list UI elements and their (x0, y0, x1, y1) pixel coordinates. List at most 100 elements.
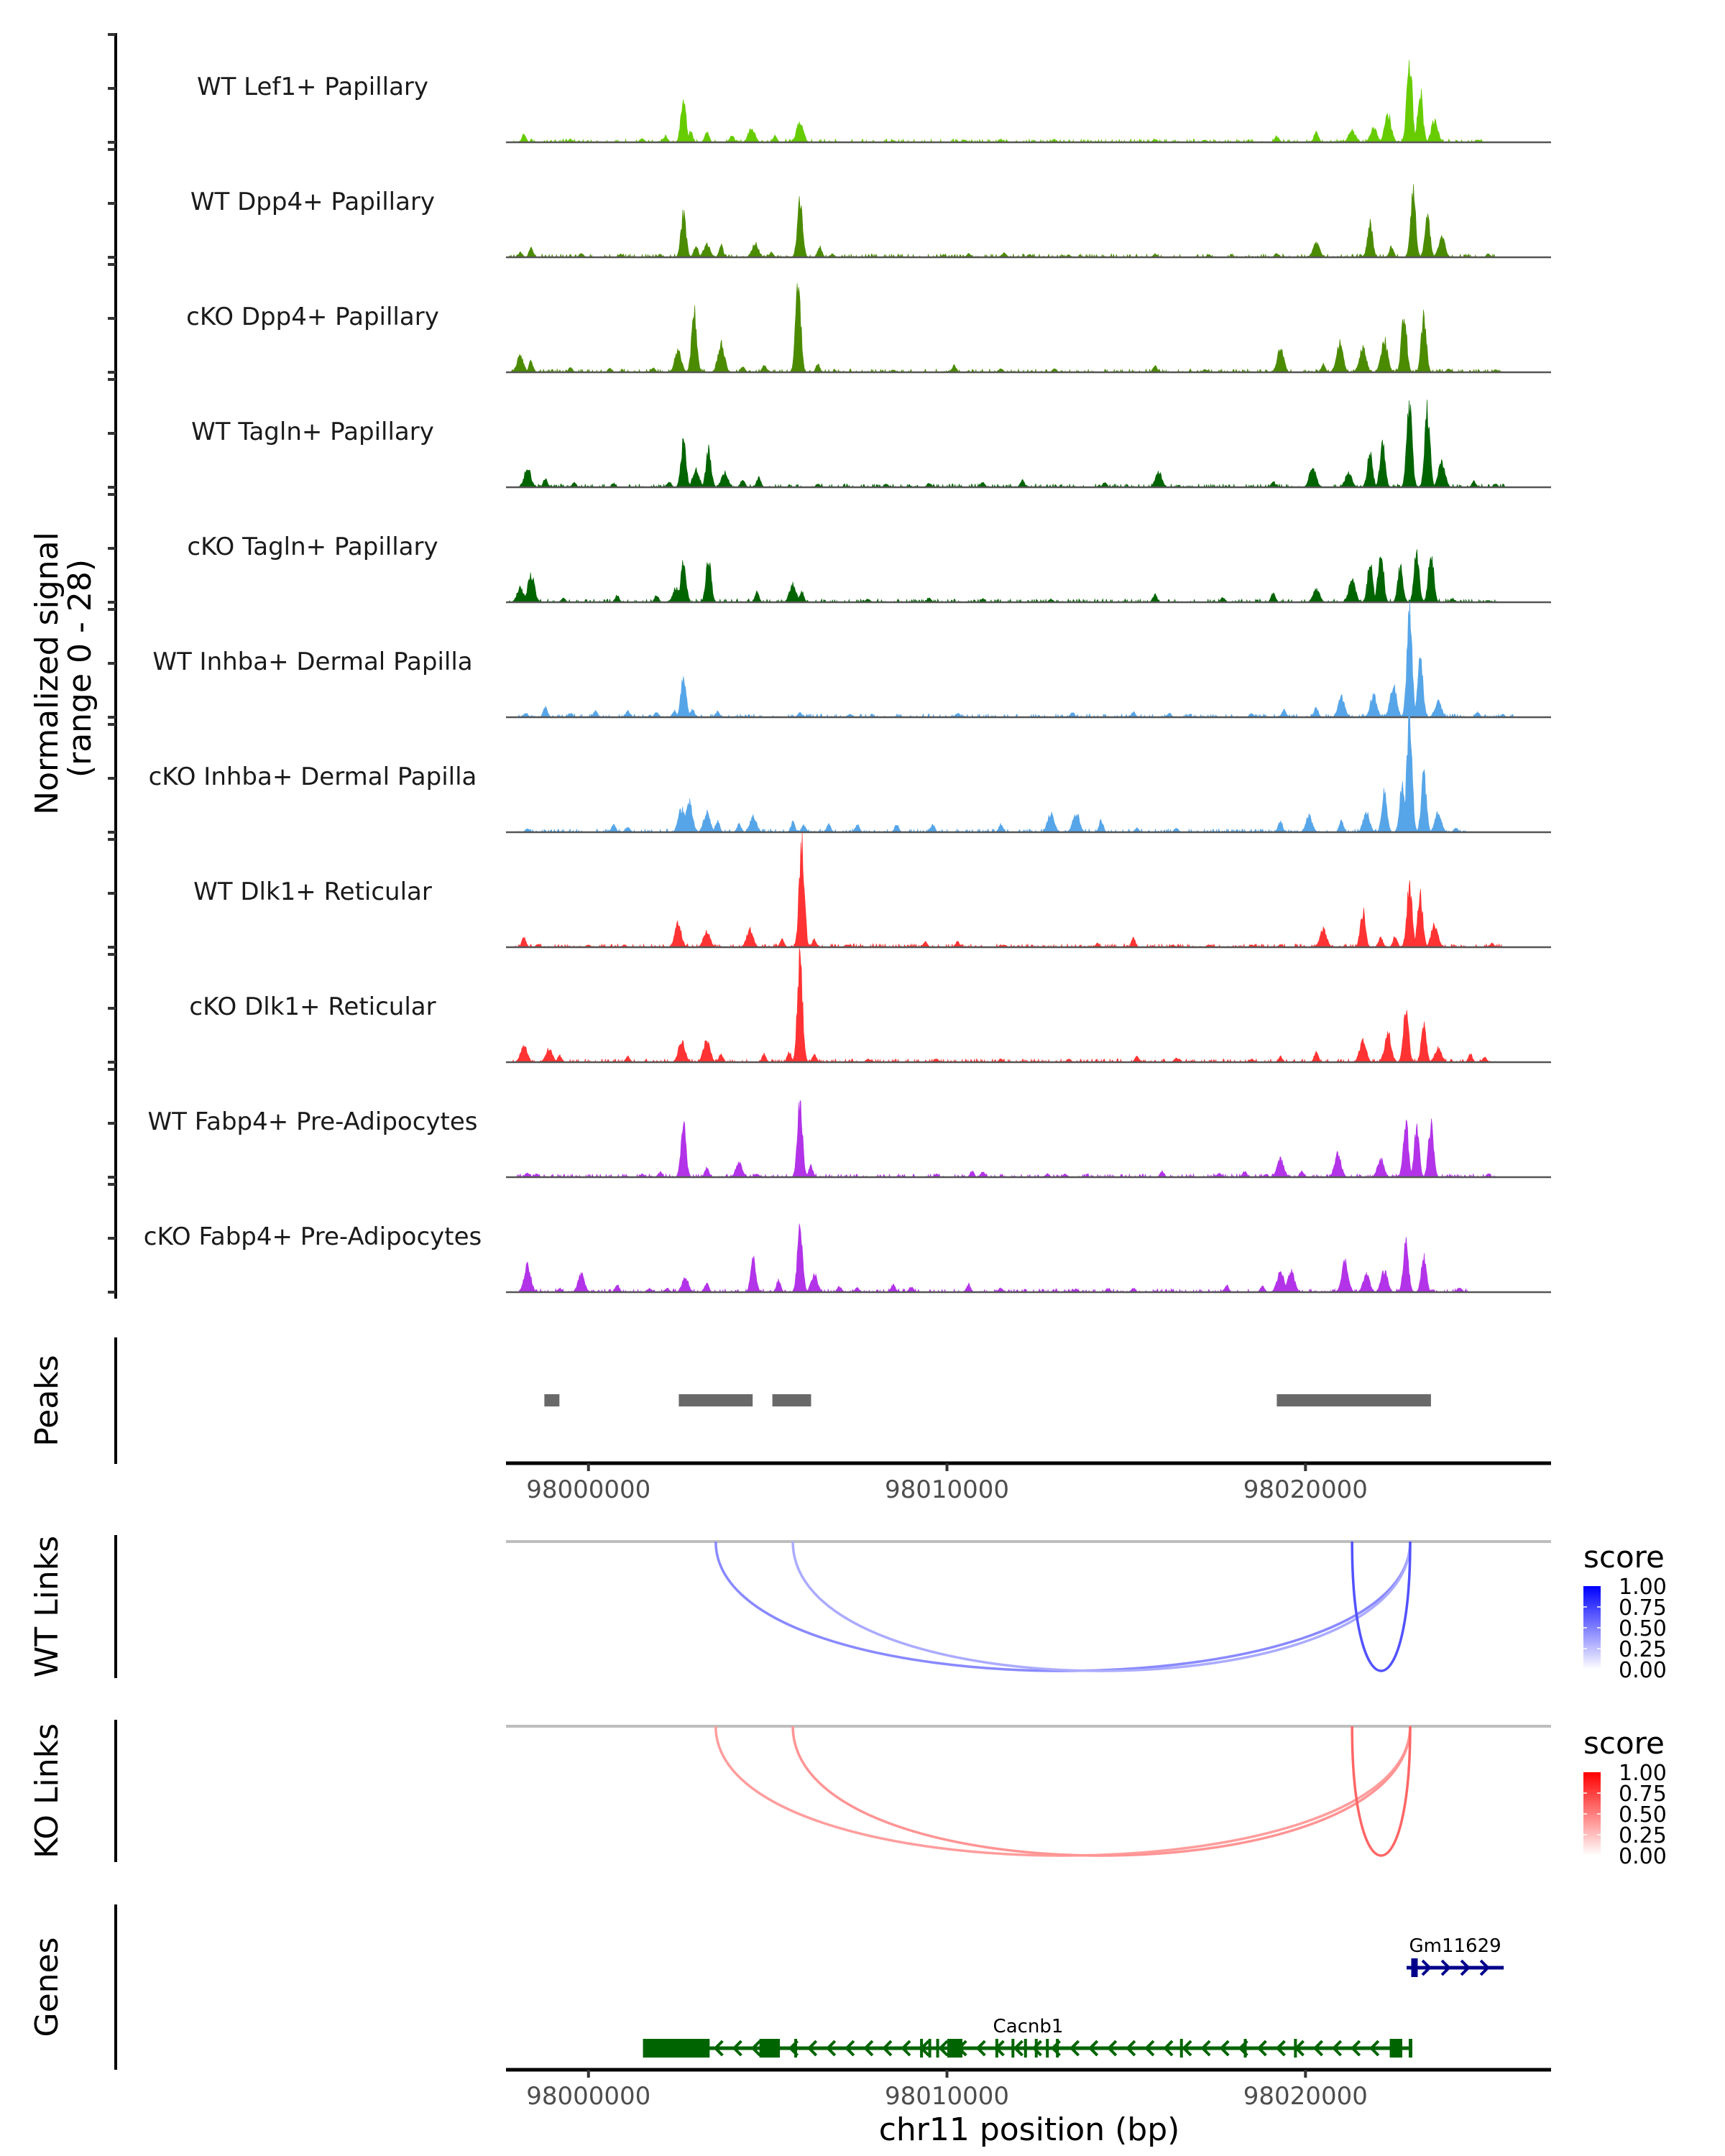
peaks-track: Peaks 98000000 98010000 98020000 (29, 1337, 1551, 1504)
exon (794, 2039, 798, 2058)
coverage-tracks: WT Lef1+ Papillary WT Dpp4+ Papillary cKO … (108, 33, 1551, 1299)
exon (1056, 2039, 1059, 2058)
strand-arrow (1126, 2040, 1136, 2057)
link-arc (1351, 1726, 1412, 1857)
strand-arrow (882, 2040, 893, 2057)
x-axis-tick-label: 98020000 (1243, 1475, 1368, 1504)
strand-arrow (1182, 2040, 1192, 2057)
legend-tick-label: 0.25 (1619, 1637, 1667, 1662)
peak-region (678, 1394, 753, 1406)
gene-label: Gm11629 (1409, 1935, 1501, 1957)
strand-arrow (1440, 1959, 1451, 1976)
track-label: WT Lef1+ Papillary (197, 73, 428, 101)
strand-arrow (1069, 2040, 1080, 2057)
exon (1024, 2039, 1027, 2058)
strand-arrow (1368, 2040, 1380, 2057)
track-label: WT Dlk1+ Reticular (193, 877, 432, 906)
gene-model: Cacnb1 (643, 2016, 1412, 2058)
legend-title: score (1583, 1726, 1665, 1761)
exon (1179, 2039, 1183, 2058)
strand-arrow (1256, 2040, 1267, 2057)
exon (1389, 2039, 1402, 2058)
exon (1243, 2039, 1247, 2058)
coverage-area (506, 282, 1551, 374)
coverage-area (506, 704, 1551, 834)
link-arc (1351, 1541, 1412, 1672)
gene-model: Gm11629 (1406, 1935, 1504, 1977)
exon (759, 2039, 781, 2058)
y-axis-title-line2: (range 0 - 28) (62, 559, 98, 778)
strand-arrow (806, 2040, 818, 2057)
strand-arrow (1350, 2040, 1361, 2057)
link-arc (791, 1541, 1412, 1672)
exon (920, 2039, 924, 2058)
exon (1011, 2039, 1015, 2058)
coverage-track: cKO Inhba+ Dermal Papilla (108, 704, 1551, 834)
strand-arrow (1312, 2040, 1324, 2057)
track-label: WT Inhba+ Dermal Papilla (152, 648, 472, 676)
strand-arrow (1144, 2040, 1155, 2057)
coverage-track: cKO Dlk1+ Reticular (108, 948, 1551, 1064)
coverage-track: cKO Tagln+ Papillary (108, 493, 1551, 604)
strand-arrow (1087, 2040, 1099, 2057)
exon (1294, 2039, 1297, 2058)
x-axis-title: chr11 position (bp) (879, 2111, 1180, 2148)
exon (1411, 1958, 1418, 1977)
coverage-track: cKO Dpp4+ Papillary (108, 263, 1551, 374)
coverage-track: WT Dlk1+ Reticular (108, 832, 1551, 949)
exon (995, 2039, 998, 2058)
exon (1034, 2039, 1038, 2058)
strand-arrow (1200, 2040, 1211, 2057)
legend-tick-label: 0.75 (1619, 1595, 1667, 1621)
link-arc (714, 1541, 1412, 1672)
coverage-area (506, 602, 1551, 719)
coverage-area (506, 1100, 1551, 1179)
coverage-area (506, 948, 1551, 1064)
coverage-area (506, 60, 1551, 144)
coverage-area (506, 400, 1551, 489)
legend-tick-label: 1.00 (1619, 1575, 1667, 1600)
legend-tick-label: 0.75 (1619, 1782, 1667, 1807)
exon (936, 2039, 939, 2058)
coverage-track: WT Fabp4+ Pre-Adipocytes (108, 1068, 1551, 1179)
strand-arrow (750, 2040, 761, 2057)
legend-tick-label: 0.00 (1619, 1844, 1667, 1869)
strand-arrow (713, 2040, 724, 2057)
track-label: WT Tagln+ Papillary (191, 418, 434, 446)
exon (1046, 2039, 1049, 2058)
coverage-area (506, 549, 1551, 604)
track-label: cKO Fabp4+ Pre-Adipocytes (144, 1222, 482, 1251)
strand-arrow (938, 2040, 949, 2057)
strand-arrow (863, 2040, 874, 2057)
track-label: cKO Dlk1+ Reticular (189, 992, 436, 1021)
coverage-track: WT Lef1+ Papillary (108, 33, 1551, 144)
genes-track: Genes Cacnb1 Gm11629 98000000 98010000 980200… (29, 1904, 1551, 2111)
x-axis-tick-label: 98010000 (885, 2082, 1009, 2111)
strand-arrow (844, 2040, 855, 2057)
strand-arrow (1331, 2040, 1343, 2057)
coverage-area (506, 832, 1551, 949)
legend-tick-label: 0.25 (1619, 1823, 1667, 1848)
gene-label: Cacnb1 (993, 2016, 1064, 2037)
coverage-track: WT Dpp4+ Papillary (108, 148, 1551, 259)
track-label: WT Dpp4+ Papillary (190, 188, 435, 216)
peak-region (1276, 1394, 1431, 1406)
strand-arrow (975, 2040, 986, 2057)
strand-arrow (1163, 2040, 1174, 2057)
coverage-track: cKO Fabp4+ Pre-Adipocytes (108, 1183, 1551, 1294)
link-arc (791, 1726, 1412, 1857)
coverage-area (506, 1223, 1551, 1294)
legend-tick-label: 0.00 (1619, 1658, 1667, 1683)
strand-arrow (1013, 2040, 1024, 2057)
x-axis-tick-label: 98010000 (885, 1475, 1009, 1504)
legend-tick-label: 1.00 (1619, 1761, 1667, 1786)
y-axis-title: Normalized signal (range 0 - 28) (29, 522, 98, 815)
legend-title: score (1583, 1539, 1665, 1575)
strand-arrow (732, 2040, 742, 2057)
link-arc (714, 1726, 1412, 1857)
coverage-track: WT Tagln+ Papillary (108, 378, 1551, 489)
track-label: cKO Dpp4+ Papillary (186, 303, 439, 331)
